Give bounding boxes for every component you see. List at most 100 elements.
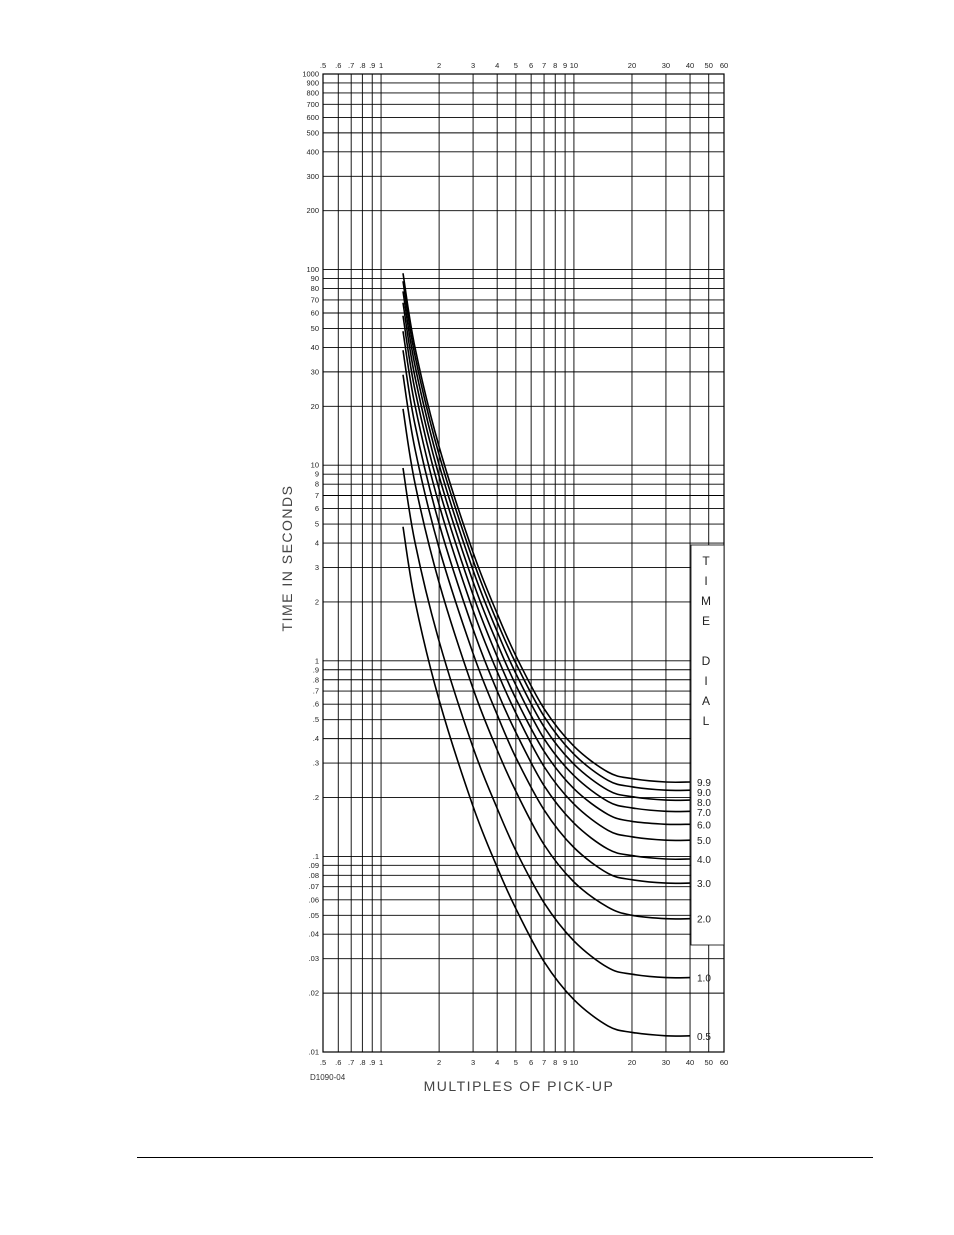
y-tick-label: 1 xyxy=(315,656,319,665)
y-tick-label: 200 xyxy=(306,206,319,215)
y-tick-label: .2 xyxy=(313,793,319,802)
y-tick-label: 3 xyxy=(315,563,319,572)
y-tick-label: .07 xyxy=(309,882,319,891)
y-tick-label: .4 xyxy=(313,734,319,743)
legend-value-2-0: 2.0 xyxy=(697,915,711,926)
x-tick-label: 6 xyxy=(529,1058,533,1067)
plot-frame xyxy=(322,73,725,1053)
legend-value-3-0: 3.0 xyxy=(697,879,711,890)
legend-value-9-9: 9.9 xyxy=(697,778,711,789)
y-tick-label: 900 xyxy=(306,78,319,87)
y-tick-label: .06 xyxy=(309,895,319,904)
y-tick-label: 50 xyxy=(311,324,319,333)
x-tick-label: 1 xyxy=(379,61,383,70)
x-tick-label: .5 xyxy=(320,61,326,70)
y-tick-label: 7 xyxy=(315,491,319,500)
x-tick-label: 60 xyxy=(720,61,728,70)
x-tick-label: .7 xyxy=(348,61,354,70)
footer-rule xyxy=(137,1157,873,1158)
y-tick-label: 80 xyxy=(311,284,319,293)
legend-values: 9.99.08.07.06.0 5.0 4.0 3.0 2.0 1.0 0.5 xyxy=(697,778,711,1043)
x-tick-label: 9 xyxy=(563,61,567,70)
x-axis-title: MULTIPLES OF PICK-UP xyxy=(424,1078,615,1094)
curve-dial-3-0 xyxy=(402,374,691,885)
y-axis-title: TIME IN SECONDS xyxy=(279,485,295,632)
x-tick-label: .8 xyxy=(359,61,365,70)
legend-title-letter: M xyxy=(701,594,711,608)
legend-value-6-0: 6.0 xyxy=(697,820,711,831)
curve-dial-0-5 xyxy=(402,526,691,1037)
x-tick-label: .8 xyxy=(359,1058,365,1067)
legend-value-4-0: 4.0 xyxy=(697,855,711,866)
legend-value-8-0: 8.0 xyxy=(697,798,711,809)
curve-dial-5-0 xyxy=(402,331,691,842)
curve-dial-8-0 xyxy=(402,291,691,802)
legend-title-letter: L xyxy=(703,714,710,728)
x-tick-label: 50 xyxy=(705,61,713,70)
x-tick-label: 3 xyxy=(471,61,475,70)
x-tick-label: 8 xyxy=(553,1058,557,1067)
x-tick-label: .5 xyxy=(320,1058,326,1067)
y-tick-label: 1000 xyxy=(302,70,319,79)
y-tick-label: 4 xyxy=(315,539,319,548)
y-tick-label: 10 xyxy=(311,461,319,470)
x-tick-label: 2 xyxy=(437,61,441,70)
legend-title-letter: T xyxy=(702,554,710,568)
y-tick-label: .9 xyxy=(313,665,319,674)
legend-title-letter: I xyxy=(704,674,707,688)
legend-value-7-0: 7.0 xyxy=(697,808,711,819)
legend-title-letter: D xyxy=(702,654,711,668)
x-tick-label: 20 xyxy=(628,61,636,70)
y-tick-label: .02 xyxy=(309,989,319,998)
x-tick-labels-bottom: .5 .6 .7 .8 .9 1 2 3 4 5 6 7 8 9 10 20 30 40 50 60 xyxy=(320,1058,728,1067)
x-tick-label: .7 xyxy=(348,1058,354,1067)
drawing-id: D1090-04 xyxy=(310,1073,346,1082)
x-tick-label: 4 xyxy=(495,1058,499,1067)
curve-dial-4-0 xyxy=(402,350,691,861)
x-tick-labels-top: .5 .6 .7 .8 .9 1 2 3 4 5 6 7 8 9 10 20 30 40 50 60 xyxy=(320,61,728,70)
x-tick-label: 6 xyxy=(529,61,533,70)
y-tick-label: .3 xyxy=(313,759,319,768)
legend-value-9-0: 9.0 xyxy=(697,788,711,799)
y-tick-label: 6 xyxy=(315,504,319,513)
y-tick-label: .6 xyxy=(313,700,319,709)
y-tick-label: .8 xyxy=(313,675,319,684)
curve-dial-7-0 xyxy=(402,302,691,813)
x-tick-label: 60 xyxy=(720,1058,728,1067)
y-tick-label: .7 xyxy=(313,687,319,696)
x-tick-label: 10 xyxy=(570,61,578,70)
x-tick-label: 7 xyxy=(542,61,546,70)
legend-title-letter: A xyxy=(702,694,710,708)
y-tick-label: .1 xyxy=(313,852,319,861)
curve-dial-1-0 xyxy=(402,467,691,979)
x-tick-label: 40 xyxy=(686,61,694,70)
x-tick-label: 40 xyxy=(686,1058,694,1067)
y-tick-label: .03 xyxy=(309,954,319,963)
x-tick-label: 30 xyxy=(662,1058,670,1067)
y-tick-label: 90 xyxy=(311,274,319,283)
legend-box xyxy=(690,544,725,946)
x-tick-label: 20 xyxy=(628,1058,636,1067)
legend-title-letter: E xyxy=(702,614,710,628)
curve-dial-6-0 xyxy=(402,315,691,826)
x-tick-label: 50 xyxy=(705,1058,713,1067)
y-tick-label: 70 xyxy=(311,295,319,304)
x-tick-label: 30 xyxy=(662,61,670,70)
x-tick-label: .6 xyxy=(335,1058,341,1067)
chart-grid xyxy=(322,73,725,1053)
y-tick-label: .04 xyxy=(309,930,319,939)
y-tick-label: 60 xyxy=(311,308,319,317)
x-tick-label: 9 xyxy=(563,1058,567,1067)
y-tick-label: 500 xyxy=(306,128,319,137)
curve-dial-9-9 xyxy=(402,273,691,784)
time-dial-curves xyxy=(402,273,691,1037)
x-tick-label: 4 xyxy=(495,61,499,70)
y-tick-label: 2 xyxy=(315,597,319,606)
y-tick-label: 300 xyxy=(306,172,319,181)
y-tick-label: .08 xyxy=(309,871,319,880)
y-tick-label: .01 xyxy=(309,1048,319,1057)
x-tick-label: 5 xyxy=(514,61,518,70)
